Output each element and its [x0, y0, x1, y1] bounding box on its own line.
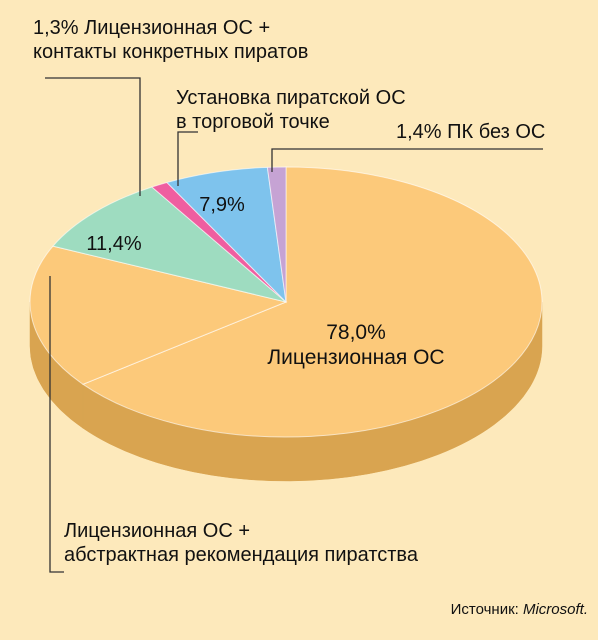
slice-label-7-9-line: 7,9% [199, 194, 245, 216]
source-name: Microsoft. [523, 601, 588, 618]
slice-label-11-4-line: 11,4% [86, 233, 141, 255]
pie-slice-2 [52, 186, 287, 303]
leader-line-3 [49, 276, 64, 573]
slice-label-11-4: 11,4% [86, 233, 141, 255]
callout-pirate-contacts-line: контакты конкретных пиратов [33, 41, 308, 63]
pie-slice-0 [81, 166, 543, 438]
callout-abstract-recommendation-line: абстрактная рекомендация пиратства [64, 544, 419, 566]
callout-pirate-contacts-line: 1,3% Лицензионная ОС + [33, 17, 270, 39]
slice-label-7-9: 7,9% [199, 194, 245, 216]
callout-pirate-os-shop-line: Установка пиратской ОС [176, 87, 406, 109]
source-prefix: Источник: [451, 601, 523, 618]
leader-line-group [45, 77, 543, 573]
pie-slice-group [29, 166, 543, 438]
slice-label-licensed-line: 78,0% [326, 321, 386, 344]
leader-line-0 [45, 77, 141, 196]
source-note: Источник: Microsoft. [451, 601, 588, 618]
slice-label-licensed: 78,0% Лицензионная ОС [267, 321, 444, 369]
pie-slice-1 [29, 245, 288, 385]
leader-line-2 [271, 148, 543, 172]
callout-pirate-os-shop-line: в торговой точке [176, 111, 330, 133]
slice-label-licensed-line: Лицензионная ОС [267, 346, 444, 369]
callout-abstract-recommendation-line: Лицензионная ОС + [64, 520, 250, 542]
callout-pirate-os-shop: Установка пиратской ОС в торговой точке [176, 87, 406, 133]
callout-abstract-recommendation: Лицензионная ОС + абстрактная рекомендаци… [64, 520, 419, 566]
callout-pirate-contacts: 1,3% Лицензионная ОС + контакты конкретны… [33, 17, 308, 63]
callout-no-os-line: 1,4% ПК без ОС [396, 121, 545, 143]
callout-no-os: 1,4% ПК без ОС [396, 121, 545, 143]
pie-slice-5 [266, 166, 287, 303]
label-group: 1,3% Лицензионная ОС + контакты конкретны… [33, 17, 545, 566]
leader-line-1 [177, 131, 198, 186]
